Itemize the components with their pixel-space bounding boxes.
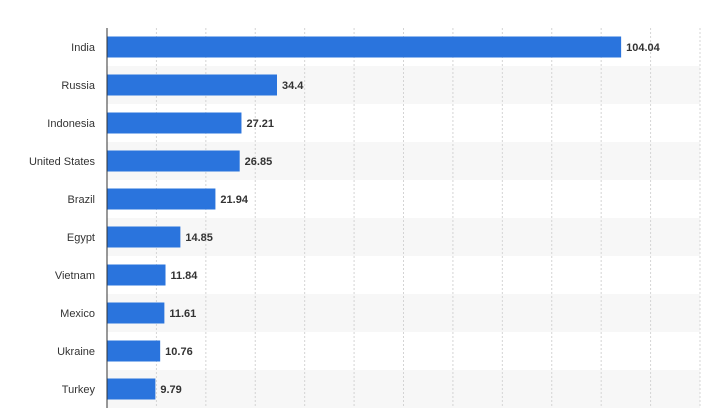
value-label: 27.21 <box>246 118 274 130</box>
category-label: Brazil <box>67 194 95 206</box>
value-label: 11.61 <box>169 308 196 320</box>
value-label: 21.94 <box>220 194 248 206</box>
value-label: 34.4 <box>282 80 304 92</box>
bar-russia <box>107 74 277 96</box>
value-label: 26.85 <box>245 156 273 168</box>
category-label: Ukraine <box>57 346 95 358</box>
category-label: Vietnam <box>55 270 95 282</box>
value-label: 9.79 <box>160 384 181 396</box>
category-label: Russia <box>61 80 96 92</box>
category-label: Egypt <box>67 232 95 244</box>
gridlines <box>155 28 701 408</box>
bar-brazil <box>107 188 216 210</box>
bar-indonesia <box>107 112 242 134</box>
value-label: 10.76 <box>165 346 193 358</box>
value-labels: 104.04 34.4 27.21 26.85 21.94 14.85 11.84 11.61… <box>160 42 660 396</box>
category-label: Indonesia <box>47 118 96 130</box>
value-label: 11.84 <box>171 270 199 282</box>
bar-mexico <box>107 302 165 324</box>
bar-turkey <box>107 378 156 400</box>
bar-egypt <box>107 226 181 248</box>
bar-ukraine <box>107 340 161 362</box>
bar-india <box>107 36 622 58</box>
bar-united-states <box>107 150 240 172</box>
category-label: United States <box>29 156 96 168</box>
category-label: Turkey <box>62 384 96 396</box>
value-label: 104.04 <box>626 42 661 54</box>
category-labels: India Russia Indonesia United States Brazil E… <box>29 42 96 396</box>
category-label: India <box>71 42 96 54</box>
bars <box>107 36 622 400</box>
category-label: Mexico <box>60 308 95 320</box>
value-label: 14.85 <box>185 232 213 244</box>
bar-vietnam <box>107 264 166 286</box>
